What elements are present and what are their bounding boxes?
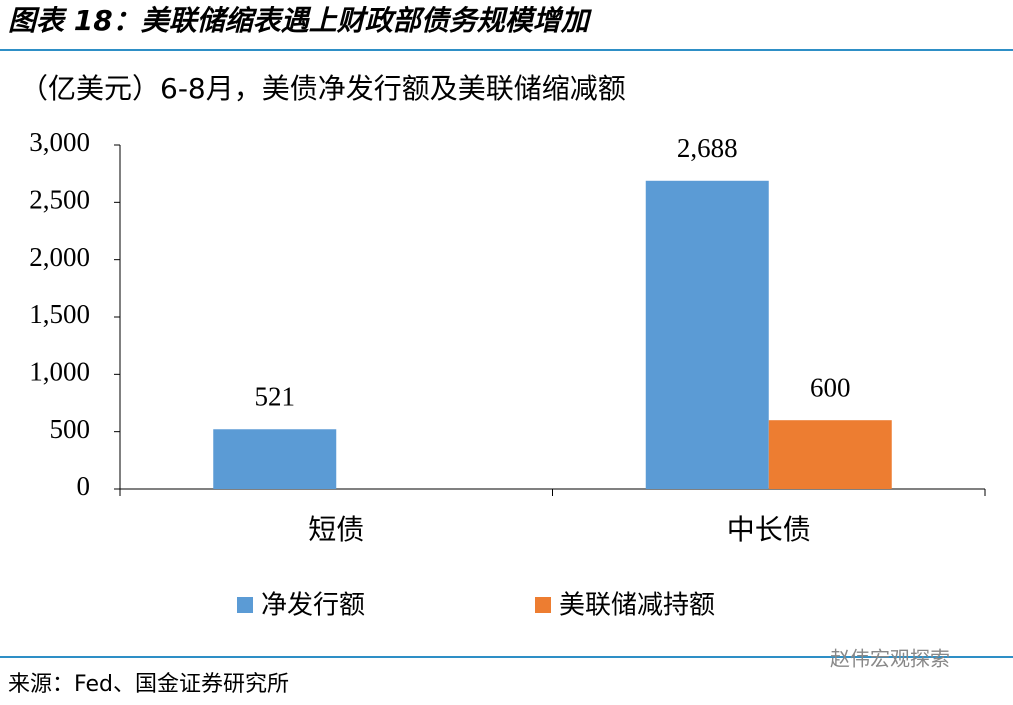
y-tick-label: 3,000	[29, 127, 90, 157]
y-tick-label: 1,000	[29, 357, 90, 387]
legend-label: 美联储减持额	[559, 591, 715, 621]
legend-swatch	[237, 597, 253, 613]
y-tick-label: 2,500	[29, 185, 90, 215]
x-tick-label: 中长债	[727, 513, 811, 546]
data-label: 2,688	[677, 133, 738, 163]
data-label: 521	[255, 381, 296, 411]
legend-swatch	[535, 597, 551, 613]
chart-title: （亿美元）6-8月，美债净发行额及美联储缩减额	[20, 72, 626, 105]
watermark: 赵伟宏观探索	[830, 647, 950, 671]
bar	[768, 420, 892, 489]
y-tick-label: 0	[77, 471, 91, 501]
page-title: 图表 18：美联储缩表遇上财政部债务规模增加	[8, 4, 593, 37]
y-tick-label: 500	[50, 414, 91, 444]
source: 来源：Fed、国金证券研究所	[8, 672, 289, 697]
bar	[645, 180, 769, 489]
y-tick-label: 1,500	[29, 299, 90, 329]
y-tick-label: 2,000	[29, 242, 90, 272]
bar	[213, 429, 337, 489]
data-label: 600	[810, 372, 851, 402]
legend-label: 净发行额	[261, 591, 365, 621]
x-tick-label: 短债	[308, 513, 364, 546]
